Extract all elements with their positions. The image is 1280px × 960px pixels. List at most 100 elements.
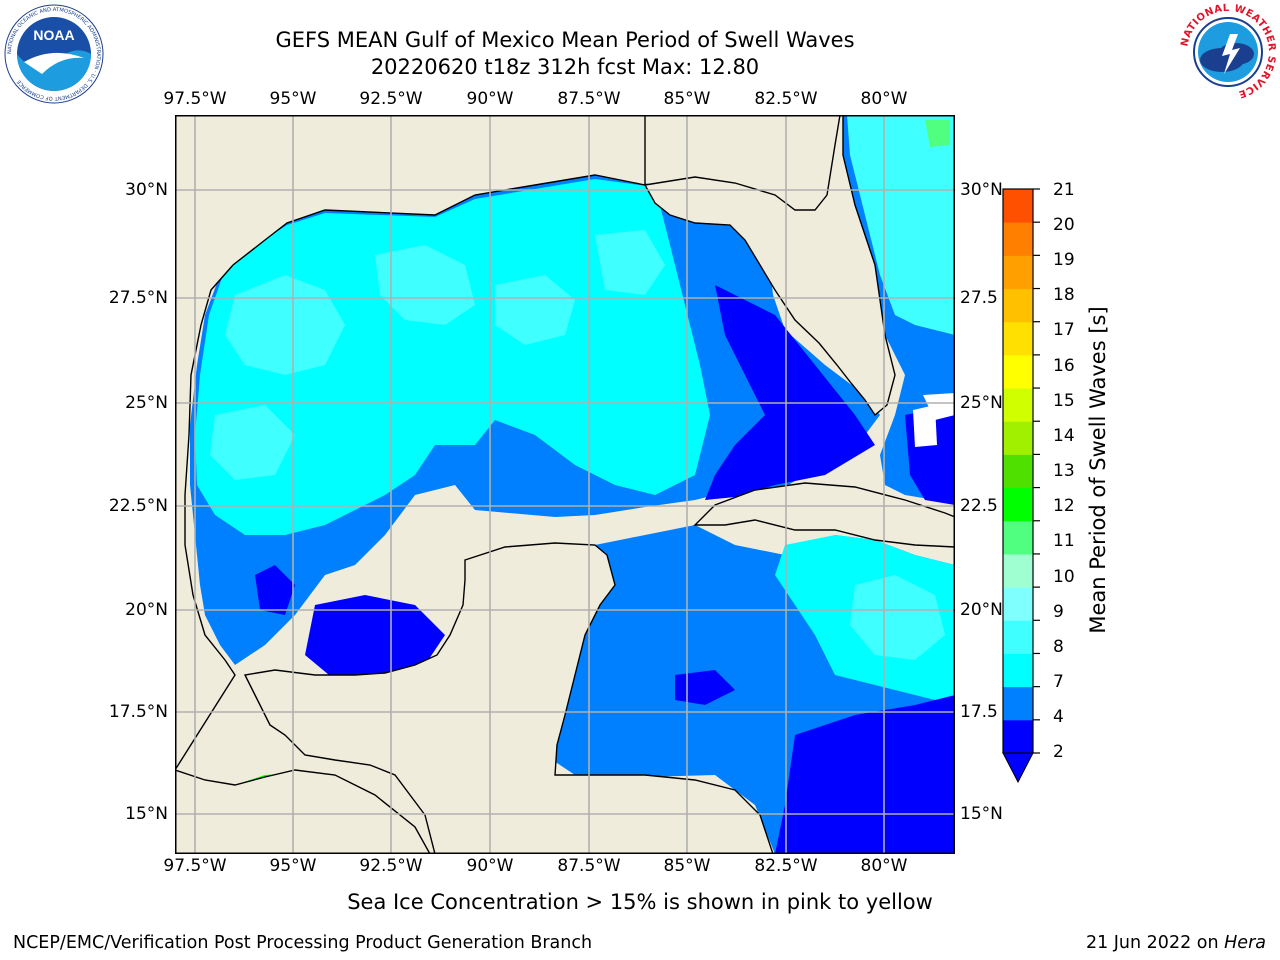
footer-host: Hera: [1224, 933, 1266, 953]
colorbar-cell: [1003, 553, 1033, 588]
lon-label-bottom: 95°W: [269, 856, 317, 876]
colorbar-tick-label: 2: [1053, 742, 1064, 762]
island-land: [923, 393, 955, 420]
sea-ice-note: Sea Ice Concentration > 15% is shown in …: [347, 890, 933, 914]
colorbar: [1002, 188, 1040, 784]
colorbar-cell: [1003, 719, 1033, 754]
gulf-swell-7-8s-patch: [225, 275, 345, 375]
map-frame: [175, 115, 955, 854]
yucatan-central-america-land: [175, 542, 774, 854]
gulf-of-mexico-swell-period-map: [175, 115, 955, 854]
colorbar-tick-label: 9: [1053, 602, 1064, 622]
colorbar-tick-label: 17: [1053, 320, 1075, 340]
colorbar-cell: [1003, 321, 1033, 356]
colorbar-cell: [1003, 454, 1033, 489]
colorbar-tick-label: 8: [1053, 637, 1064, 657]
colorbar-tick-label: 16: [1053, 356, 1075, 376]
colorbar-tick-label: 10: [1053, 567, 1075, 587]
colorbar-tick-label: 15: [1053, 391, 1075, 411]
colorbar-tick-label: 11: [1053, 531, 1075, 551]
colorbar-extend-triangle: [1002, 752, 1034, 784]
atlantic-swell-6-8s: [847, 115, 955, 335]
nws-logo: NATIONAL WEATHER SERVICE: [1179, 3, 1277, 100]
gulf-swell-7-8s-patch: [595, 230, 665, 295]
colorbar-tick-label: 7: [1053, 672, 1064, 692]
colorbar-tick-label: 14: [1053, 426, 1075, 446]
colorbar-cell: [1003, 255, 1033, 290]
lat-label-left: 20°N: [125, 600, 168, 620]
lon-label-bottom: 90°W: [466, 856, 514, 876]
colorbar-frame: [1002, 188, 1034, 754]
map-title: GEFS MEAN Gulf of Mexico Mean Period of …: [275, 28, 855, 52]
colorbar-cell: [1003, 189, 1033, 223]
footer-date: 21 Jun 2022 on Hera: [1085, 933, 1266, 953]
gulf-swell-6-7s: [195, 179, 710, 535]
lon-label-top: 95°W: [269, 89, 317, 109]
lat-label-left: 15°N: [125, 804, 168, 824]
lon-label-top: 92.5°W: [359, 89, 423, 109]
lat-label-left: 25°N: [125, 393, 168, 413]
lon-label-bottom: 80°W: [860, 856, 908, 876]
lon-label-bottom: 87.5°W: [557, 856, 621, 876]
lon-label-top: 85°W: [663, 89, 711, 109]
lon-label-bottom: 85°W: [663, 856, 711, 876]
graticule: [175, 115, 955, 854]
caribbean-swell-2-4s: [675, 670, 735, 705]
map-subtitle: 20220620 t18z 312h fcst Max: 12.80: [370, 55, 760, 79]
colorbar-cell: [1003, 222, 1033, 256]
colorbar-cell: [1003, 288, 1033, 323]
noaa-logo: NOAA NATIONAL OCEANIC AND ATMOSPHERIC AD…: [4, 4, 104, 104]
lon-label-top: 97.5°W: [163, 89, 227, 109]
caribbean-swell-7-8s-patch: [850, 575, 945, 660]
gulf-swell-2-4s: [705, 285, 875, 500]
lat-label-right: 27.5: [960, 288, 998, 308]
gulf-swell-7-8s-patch: [210, 405, 295, 480]
lon-label-top: 80°W: [860, 89, 908, 109]
colorbar-cell: [1003, 620, 1033, 654]
colorbar-cell: [1003, 388, 1033, 422]
lat-label-left: 30°N: [125, 180, 168, 200]
footer-credit: NCEP/EMC/Verification Post Processing Pr…: [13, 933, 593, 953]
colorbar-tick-label: 21: [1053, 180, 1075, 200]
colorbar-cell: [1003, 487, 1033, 522]
lon-label-top: 90°W: [466, 89, 514, 109]
colorbar-tick-label: 13: [1053, 461, 1075, 481]
gulf-swell-7-8s-patch: [375, 245, 475, 325]
lat-label-right: 25°N: [960, 393, 1003, 413]
lat-label-right: 30°N: [960, 180, 1003, 200]
gulf-swell-2-4s: [255, 565, 295, 615]
colorbar-cell: [1003, 520, 1033, 555]
lat-label-right: 20°N: [960, 600, 1003, 620]
cuba-land: [693, 482, 955, 548]
colorbar-cell: [1003, 653, 1033, 688]
lon-label-bottom: 92.5°W: [359, 856, 423, 876]
colorbar-tick-label: 20: [1053, 215, 1075, 235]
lat-label-right: 22.5: [960, 496, 998, 516]
lon-label-top: 87.5°W: [557, 89, 621, 109]
lon-label-bottom: 82.5°W: [754, 856, 818, 876]
colorbar-tick-label: 18: [1053, 285, 1075, 305]
colorbar-cell: [1003, 686, 1033, 721]
colorbar-tick-label: 4: [1053, 707, 1064, 727]
lon-label-top: 82.5°W: [754, 89, 818, 109]
gulf-swell-2-4s: [305, 595, 445, 680]
lat-label-right: 17.5: [960, 702, 998, 722]
colorbar-cells: [1003, 189, 1033, 754]
colorbar-tick-label: 19: [1053, 250, 1075, 270]
lat-label-left: 17.5°N: [108, 702, 168, 722]
svg-text:NOAA: NOAA: [33, 27, 74, 43]
lat-label-left: 27.5°N: [108, 288, 168, 308]
colorbar-cell: [1003, 354, 1033, 389]
colorbar-cell: [1003, 421, 1033, 455]
mexico-land: [175, 115, 646, 772]
gulf-swell-7-8s-patch: [495, 275, 575, 345]
atlantic-swell-9-10s-patch: [925, 120, 950, 147]
colorbar-cell: [1003, 587, 1033, 621]
colorbar-tick-label: 12: [1053, 496, 1075, 516]
island-land: [913, 405, 937, 447]
colorbar-label: Mean Period of Swell Waves [s]: [1086, 306, 1110, 634]
lat-label-left: 22.5°N: [108, 496, 168, 516]
colorbar-tick-marks: [1033, 188, 1040, 754]
lon-label-bottom: 97.5°W: [163, 856, 227, 876]
lat-label-right: 15°N: [960, 804, 1003, 824]
